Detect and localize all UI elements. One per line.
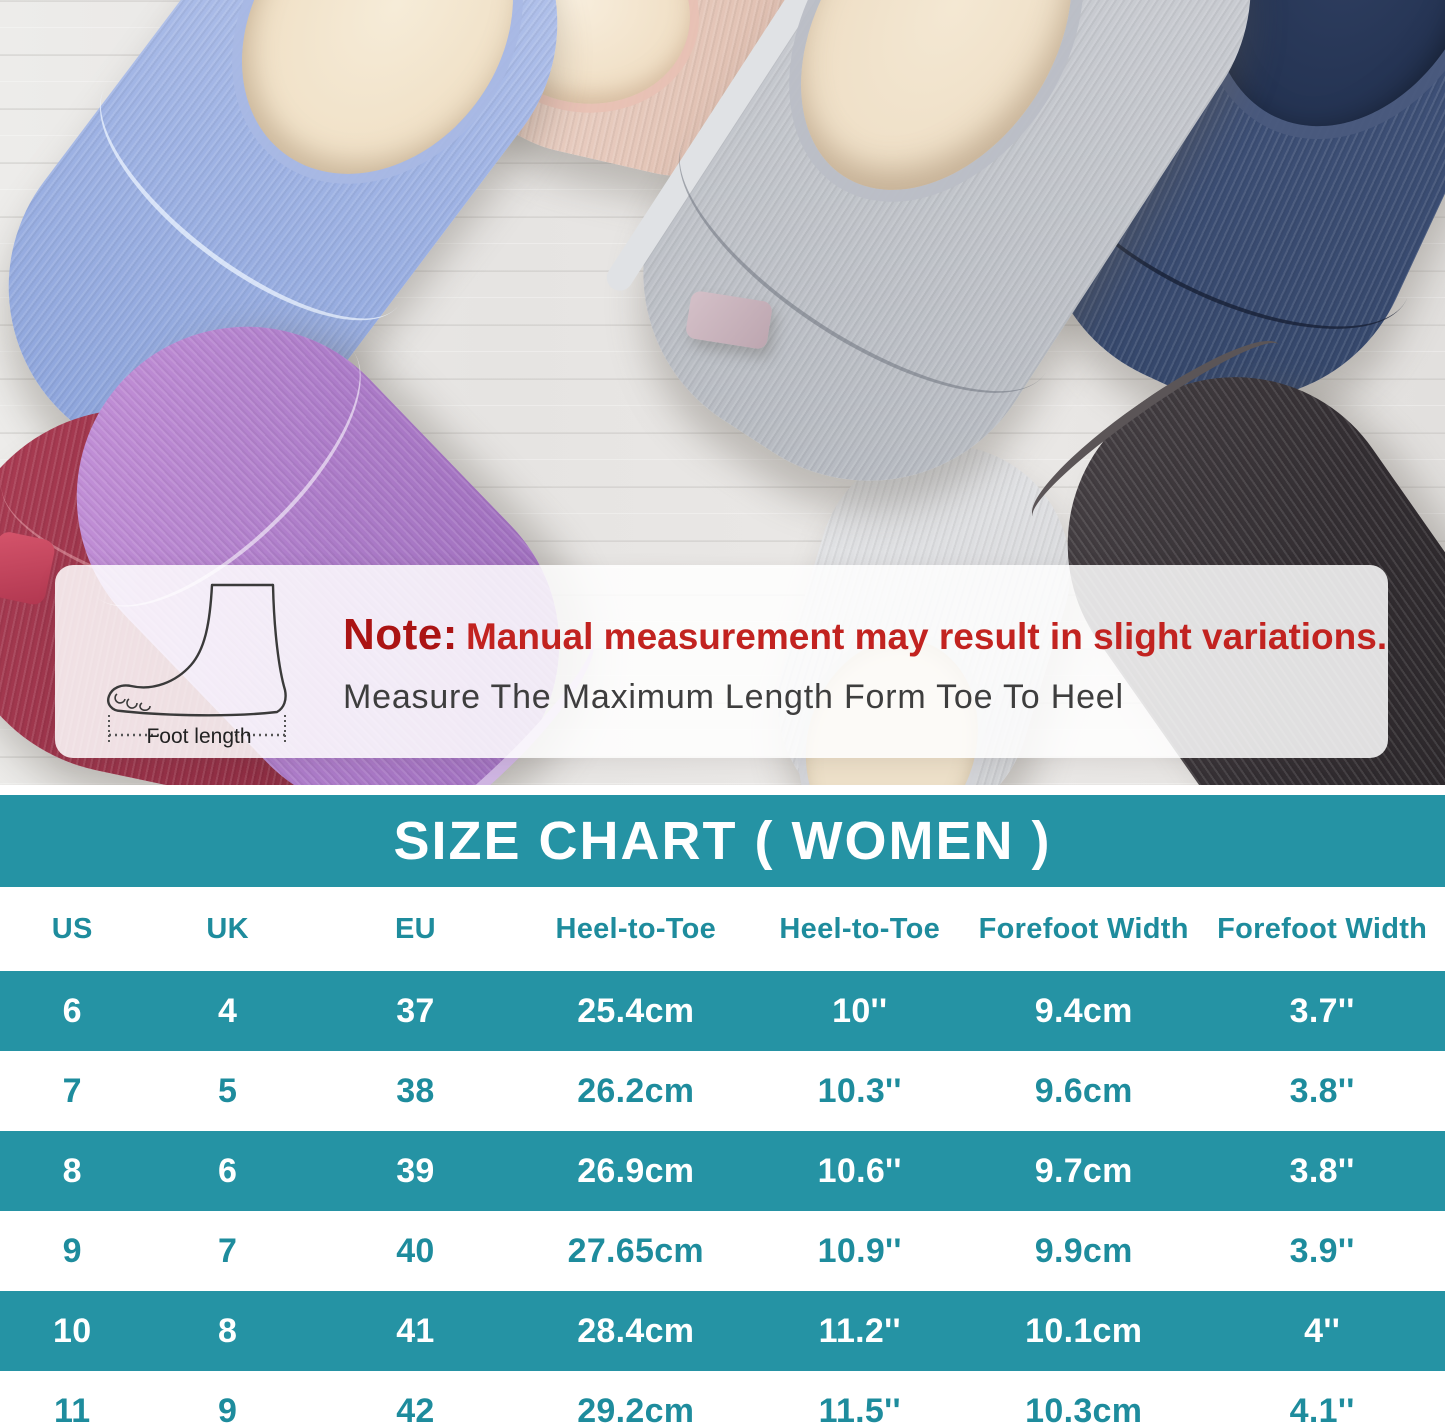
size-row-us9: 9 7 40 27.65cm 10.9'' 9.9cm 3.9'' [0, 1211, 1445, 1291]
size-row-us8: 8 6 39 26.9cm 10.6'' 9.7cm 3.8'' [0, 1131, 1445, 1211]
size-cell: 9.6cm [1034, 1071, 1133, 1110]
column-header-forefoot-width-in: Forefoot Width [1217, 912, 1428, 945]
size-cell: 26.2cm [577, 1071, 695, 1110]
size-cell: 9 [217, 1391, 238, 1428]
size-cell: 27.65cm [567, 1231, 704, 1270]
slippers-photo: Foot length Note: Manual measurement may… [0, 0, 1445, 785]
size-chart-header-row: US UK EU Heel-to-Toe Heel-to-Toe Forefoo… [0, 887, 1445, 971]
size-cell: 4.1'' [1289, 1391, 1355, 1428]
column-header-uk: UK [206, 912, 249, 945]
size-row-us7: 7 5 38 26.2cm 10.3'' 9.6cm 3.8'' [0, 1051, 1445, 1131]
size-cell: 5 [217, 1071, 238, 1110]
size-cell: 9.9cm [1034, 1231, 1133, 1270]
size-cell: 38 [396, 1071, 435, 1110]
note-subtext: Measure The Maximum Length Form Toe To H… [343, 678, 1124, 716]
size-row-us10: 10 8 41 28.4cm 11.2'' 10.1cm 4'' [0, 1291, 1445, 1371]
size-cell: 10.6'' [817, 1151, 902, 1190]
size-cell: 41 [396, 1311, 435, 1350]
size-cell: 37 [396, 991, 435, 1030]
size-cell: 10.3cm [1025, 1391, 1143, 1428]
size-cell: 10.3'' [817, 1071, 902, 1110]
size-cell: 11.5'' [818, 1391, 901, 1428]
divider-gap [0, 785, 1445, 795]
note-label: Note: [343, 610, 458, 659]
size-cell: 3.7'' [1289, 991, 1355, 1030]
size-row-us6: 6 4 37 25.4cm 10'' 9.4cm 3.7'' [0, 971, 1445, 1051]
size-cell: 39 [396, 1151, 435, 1190]
size-cell: 7 [217, 1231, 238, 1270]
size-cell: 11.2'' [818, 1311, 901, 1350]
slipper-heel-tab [0, 529, 57, 607]
column-header-forefoot-width-cm: Forefoot Width [978, 912, 1189, 945]
column-header-us: US [51, 912, 93, 945]
foot-length-diagram: Foot length [107, 583, 287, 748]
size-cell: 7 [62, 1071, 82, 1110]
size-cell: 6 [62, 991, 82, 1030]
size-cell: 28.4cm [577, 1311, 695, 1350]
size-cell: 26.9cm [577, 1151, 695, 1190]
size-cell: 9 [62, 1231, 82, 1270]
size-cell: 42 [396, 1391, 435, 1428]
size-cell: 11 [53, 1391, 91, 1428]
size-cell: 8 [62, 1151, 82, 1190]
note-text-block: Note: Manual measurement may result in s… [343, 606, 1387, 717]
column-header-heel-to-toe-in: Heel-to-Toe [779, 912, 941, 945]
size-cell: 9.4cm [1034, 991, 1133, 1030]
column-header-heel-to-toe-cm: Heel-to-Toe [555, 912, 717, 945]
size-cell: 4 [217, 991, 238, 1030]
size-cell: 8 [217, 1311, 238, 1350]
size-cell: 3.8'' [1289, 1071, 1355, 1110]
size-cell: 10'' [832, 991, 888, 1030]
size-chart-title: SIZE CHART ( WOMEN ) [393, 811, 1052, 871]
size-chart-table: US UK EU Heel-to-Toe Heel-to-Toe Forefoo… [0, 887, 1445, 1428]
size-cell: 29.2cm [577, 1391, 695, 1428]
size-cell: 10 [53, 1311, 92, 1350]
size-row-us11: 11 9 42 29.2cm 11.5'' 10.3cm 4.1'' [0, 1371, 1445, 1428]
size-cell: 10.1cm [1025, 1311, 1143, 1350]
foot-length-label: Foot length [146, 725, 251, 748]
size-cell: 6 [217, 1151, 238, 1190]
note-banner: Foot length Note: Manual measurement may… [55, 565, 1388, 758]
size-cell: 3.9'' [1289, 1231, 1355, 1270]
column-header-eu: EU [394, 912, 436, 945]
size-cell: 40 [396, 1231, 435, 1270]
size-cell: 3.8'' [1289, 1151, 1355, 1190]
size-cell: 4'' [1304, 1311, 1341, 1350]
size-chart-title-band: SIZE CHART ( WOMEN ) [0, 795, 1445, 887]
note-message: Manual measurement may result in slight … [465, 616, 1388, 657]
size-cell: 25.4cm [577, 991, 695, 1030]
size-cell: 10.9'' [817, 1231, 902, 1270]
size-cell: 9.7cm [1034, 1151, 1133, 1190]
